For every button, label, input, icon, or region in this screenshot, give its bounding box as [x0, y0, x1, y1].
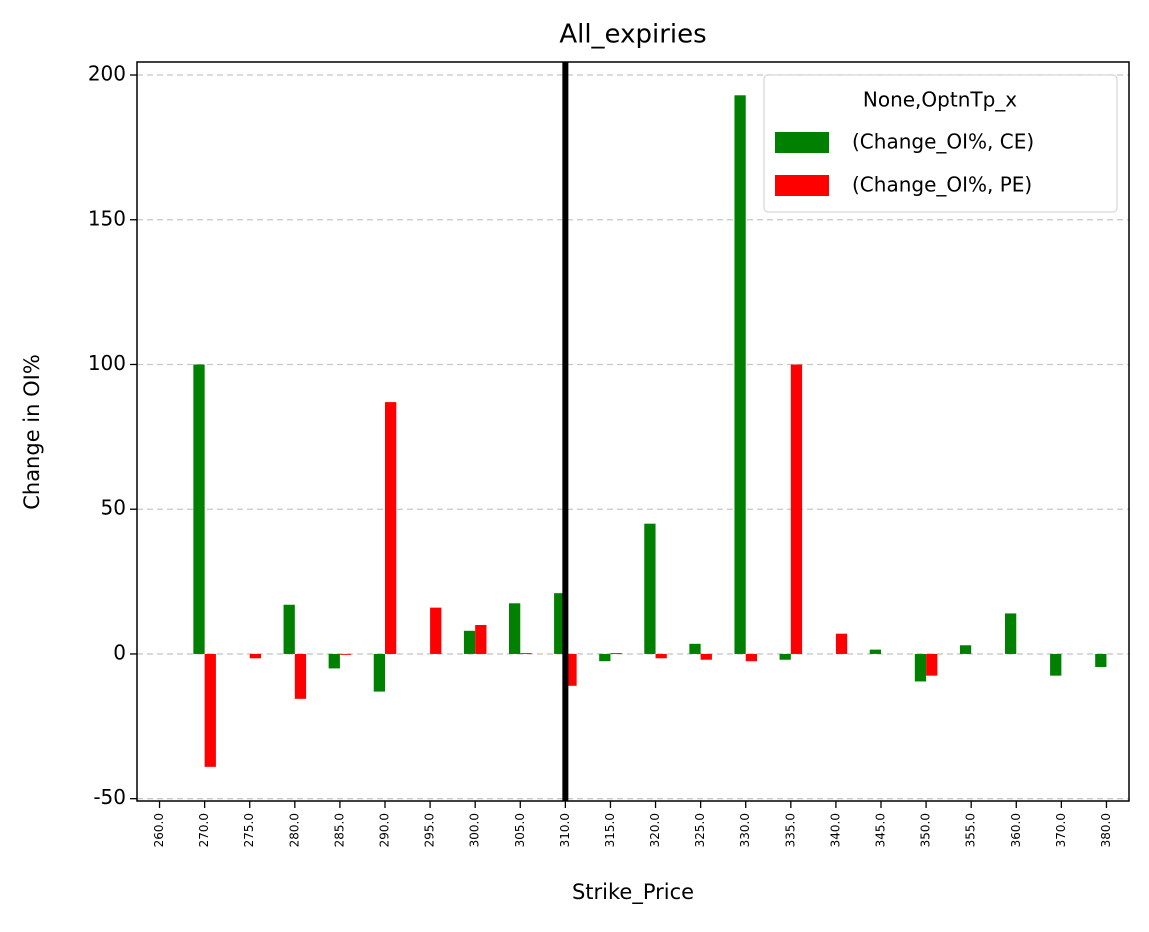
- bar: [734, 95, 746, 654]
- x-tick-label: 275.0: [242, 813, 256, 847]
- bar: [689, 643, 701, 654]
- x-tick-label: 360.0: [1009, 813, 1023, 847]
- bar: [599, 653, 611, 662]
- bar: [700, 653, 712, 660]
- bar: [1095, 653, 1107, 667]
- y-tick-label: 100: [88, 351, 126, 375]
- y-tick-label: 50: [101, 496, 126, 520]
- legend-title: None,OptnTp_x: [863, 88, 1017, 112]
- x-tick-label: 315.0: [603, 813, 617, 847]
- x-tick-label: 330.0: [738, 813, 752, 847]
- bar: [385, 402, 397, 654]
- legend-label: (Change_OI%, CE): [852, 130, 1034, 154]
- legend-box: [763, 74, 1118, 213]
- x-tick-label: 260.0: [152, 813, 166, 847]
- bar: [193, 364, 205, 654]
- bar: [779, 653, 791, 660]
- x-tick-label: 370.0: [1054, 813, 1068, 847]
- bar: [283, 604, 295, 654]
- bar: [339, 653, 352, 655]
- y-tick-label: -50: [93, 785, 126, 809]
- x-tick-label: 325.0: [693, 813, 707, 847]
- x-tick-label: 290.0: [378, 813, 392, 847]
- x-axis-label: Strike_Price: [572, 880, 694, 905]
- bar: [520, 653, 532, 654]
- bar: [644, 523, 656, 654]
- legend-label: (Change_OI%, PE): [852, 173, 1032, 197]
- bar: [926, 653, 938, 676]
- x-tick-label: 305.0: [513, 813, 527, 847]
- bar: [1050, 653, 1062, 676]
- bar: [790, 364, 803, 654]
- bar: [869, 649, 881, 654]
- bar: [249, 653, 261, 659]
- bar: [914, 653, 927, 682]
- bar: [373, 653, 385, 692]
- y-tick-label: 0: [113, 640, 126, 664]
- x-tick-label: 285.0: [332, 813, 346, 847]
- x-tick-label: 350.0: [919, 813, 933, 847]
- x-tick-label: 270.0: [197, 813, 211, 847]
- bar: [610, 653, 622, 654]
- x-tick-label: 310.0: [558, 813, 572, 847]
- bar: [959, 645, 972, 654]
- bar: [1005, 613, 1017, 654]
- bar: [430, 607, 442, 654]
- bar: [294, 653, 307, 699]
- x-tick-label: 280.0: [287, 813, 301, 847]
- legend-swatch: [775, 132, 829, 153]
- y-tick-label: 150: [88, 206, 126, 230]
- legend-swatch: [775, 175, 829, 196]
- bar: [204, 653, 216, 767]
- x-tick-label: 340.0: [828, 813, 842, 847]
- x-tick-label: 335.0: [783, 813, 797, 847]
- y-tick-label: 200: [88, 62, 126, 86]
- x-tick-label: 380.0: [1099, 813, 1113, 847]
- x-tick-label: 320.0: [648, 813, 662, 847]
- bar: [565, 653, 577, 686]
- bar: [475, 625, 487, 654]
- bar: [328, 653, 340, 669]
- x-tick-label: 355.0: [964, 813, 978, 847]
- bar: [463, 630, 476, 654]
- y-axis-label: Change in OI%: [20, 354, 44, 510]
- x-tick-label: 345.0: [874, 813, 888, 847]
- x-tick-label: 295.0: [423, 813, 437, 847]
- chart-title: All_expiries: [559, 20, 706, 50]
- bar: [554, 593, 566, 654]
- bar: [745, 653, 757, 662]
- bar: [655, 653, 667, 659]
- plot-frame: [136, 61, 1130, 802]
- bar: [509, 603, 521, 654]
- bar: [835, 633, 848, 654]
- x-tick-label: 300.0: [468, 813, 482, 847]
